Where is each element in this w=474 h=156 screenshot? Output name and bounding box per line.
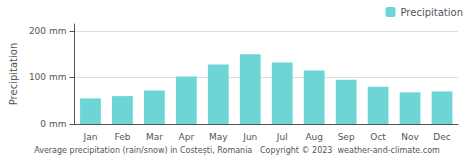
svg-text:May: May [209,132,228,142]
svg-text:Oct: Oct [370,132,386,142]
svg-text:Apr: Apr [179,132,195,142]
svg-text:Precipitation: Precipitation [8,43,19,106]
svg-text:Mar: Mar [146,132,163,142]
svg-text:Average precipitation (rain/sn: Average precipitation (rain/snow) in Cos… [34,146,440,156]
svg-text:Jun: Jun [242,132,257,142]
svg-text:Feb: Feb [114,132,130,142]
svg-text:Sep: Sep [338,132,355,142]
svg-text:Dec: Dec [433,132,450,142]
svg-text:0 mm: 0 mm [40,119,66,129]
svg-text:100 mm: 100 mm [29,72,67,82]
svg-text:Jan: Jan [83,132,98,142]
svg-text:Aug: Aug [305,132,323,142]
svg-text:Nov: Nov [401,132,419,142]
svg-text:200 mm: 200 mm [29,26,67,36]
svg-text:Precipitation: Precipitation [400,7,463,18]
svg-text:Jul: Jul [276,132,288,142]
